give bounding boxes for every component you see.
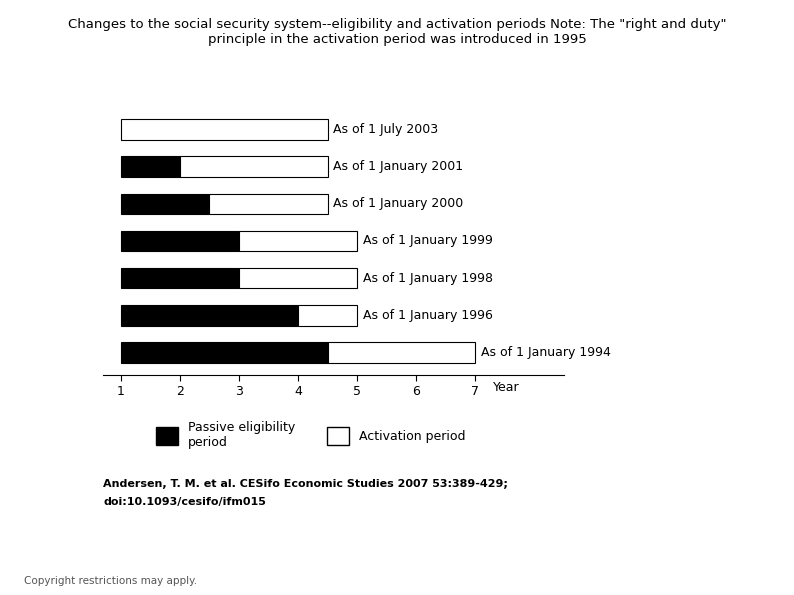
Bar bbox=[239, 268, 357, 289]
Text: As of 1 January 1996: As of 1 January 1996 bbox=[363, 309, 493, 322]
Bar bbox=[121, 119, 328, 140]
Text: As of 1 January 2000: As of 1 January 2000 bbox=[333, 198, 464, 210]
Text: doi:10.1093/cesifo/ifm015: doi:10.1093/cesifo/ifm015 bbox=[103, 497, 266, 507]
Text: As of 1 January 1994: As of 1 January 1994 bbox=[481, 346, 611, 359]
Text: Andersen, T. M. et al. CESifo Economic Studies 2007 53:389-429;: Andersen, T. M. et al. CESifo Economic S… bbox=[103, 479, 508, 489]
Bar bbox=[121, 342, 328, 363]
Text: As of 1 January 1999: As of 1 January 1999 bbox=[363, 234, 493, 248]
Text: CESifo: CESifo bbox=[672, 541, 722, 555]
Text: As of 1 January 1998: As of 1 January 1998 bbox=[363, 272, 493, 284]
Bar bbox=[298, 305, 357, 325]
Text: Year: Year bbox=[493, 381, 519, 394]
Bar bbox=[121, 268, 239, 289]
Bar bbox=[121, 156, 180, 177]
Text: Copyright restrictions may apply.: Copyright restrictions may apply. bbox=[24, 576, 197, 586]
Bar bbox=[180, 156, 328, 177]
Legend: Passive eligibility
period, Activation period: Passive eligibility period, Activation p… bbox=[156, 421, 465, 449]
Bar bbox=[121, 231, 239, 251]
Bar bbox=[121, 193, 210, 214]
Text: Changes to the social security system--eligibility and activation periods Note: : Changes to the social security system--e… bbox=[67, 18, 727, 46]
Bar bbox=[121, 305, 298, 325]
Bar bbox=[210, 193, 328, 214]
Bar bbox=[239, 231, 357, 251]
Bar bbox=[328, 342, 475, 363]
Text: As of 1 January 2001: As of 1 January 2001 bbox=[333, 160, 464, 173]
Text: Economic Studies: Economic Studies bbox=[650, 565, 743, 575]
Text: As of 1 July 2003: As of 1 July 2003 bbox=[333, 123, 438, 136]
